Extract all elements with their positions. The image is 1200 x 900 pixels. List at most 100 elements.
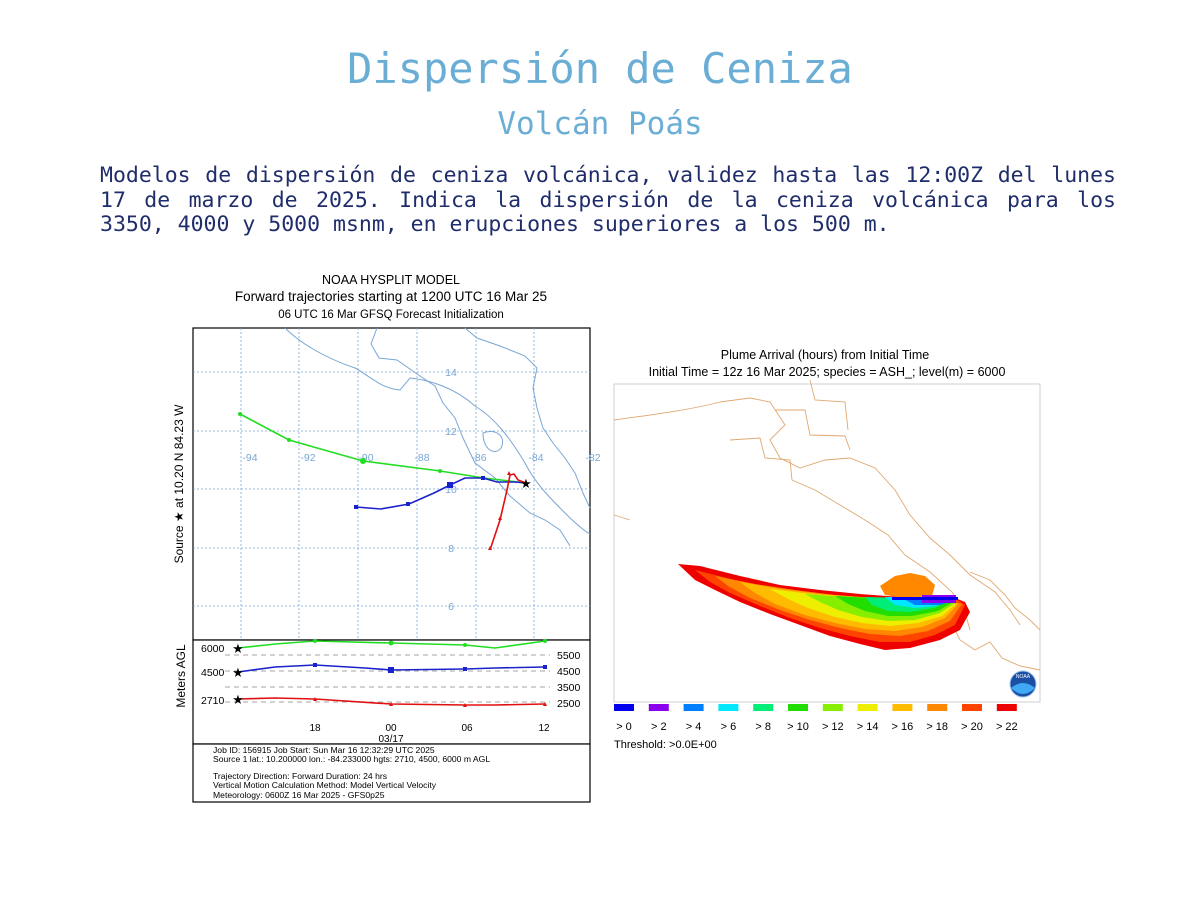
traj-title-line-1: NOAA HYSPLIT MODEL	[322, 273, 460, 287]
traj-height-gridlines	[225, 654, 550, 703]
legend-label: > 2	[651, 721, 667, 733]
footer-line: Source 1 lat.: 10.200000 lon.: -84.23300…	[213, 754, 490, 764]
legend-swatch	[683, 704, 704, 711]
source-star-icon: ★	[520, 476, 532, 491]
legend-label: > 20	[961, 721, 983, 733]
footer-line: Trajectory Direction: Forward Duration: …	[213, 771, 387, 781]
start-height-label: 4500	[201, 667, 225, 679]
height-red-markers	[313, 697, 547, 707]
trajectory-figure: NOAA HYSPLIT MODEL Forward trajectories …	[165, 268, 605, 808]
legend-label: > 8	[755, 721, 771, 733]
lon-tick: -88	[414, 452, 429, 464]
trajectory-svg: NOAA HYSPLIT MODEL Forward trajectories …	[172, 273, 601, 803]
legend-label: > 0	[616, 721, 632, 733]
start-height-label: 6000	[201, 643, 225, 655]
traj-source-label: Source ★ at 10.20 N 84.23 W	[172, 404, 186, 564]
source-star-icon: ★	[232, 692, 244, 707]
legend-swatch	[962, 704, 982, 711]
right-height-label: 4500	[557, 666, 581, 678]
legend-label: > 22	[996, 721, 1018, 733]
legend-swatch	[788, 704, 808, 711]
lon-tick: -86	[471, 452, 486, 464]
lon-tick: -92	[300, 452, 315, 464]
plume-title-line-2: Initial Time = 12z 16 Mar 2025; species …	[649, 365, 1006, 379]
source-star-icon: ★	[232, 665, 244, 680]
traj-map-grid	[193, 328, 590, 640]
traj-blue-path	[355, 477, 527, 510]
right-height-label: 5500	[557, 650, 581, 662]
right-height-label: 2500	[557, 698, 581, 710]
lat-tick: 12	[445, 426, 457, 438]
plume-threshold: Threshold: >0.0E+00	[614, 739, 717, 751]
traj-lake	[482, 431, 503, 452]
lon-tick: -94	[242, 452, 257, 464]
traj-green-markers	[238, 412, 442, 473]
legend-swatch	[648, 704, 669, 711]
plume-coastlines	[613, 379, 1041, 671]
noaa-logo-icon: NOAA	[1009, 670, 1037, 698]
legend-label: > 18	[926, 721, 948, 733]
traj-lat-ticks: 14 12 10 8 6	[445, 367, 457, 613]
lat-tick: 6	[448, 601, 454, 613]
traj-title-line-2: Forward trajectories starting at 1200 UT…	[235, 289, 547, 304]
legend-swatch	[753, 704, 774, 711]
traj-map-frame	[192, 327, 591, 641]
traj-lon-ticks: -94 -92 -90 -88 -86 -84 -82	[242, 452, 600, 464]
height-blue-markers	[313, 663, 547, 673]
legend-label: > 4	[686, 721, 702, 733]
legend-label: > 16	[892, 721, 914, 733]
plume-shape	[678, 564, 970, 650]
legend-label: > 12	[822, 721, 844, 733]
height-green-markers	[313, 639, 547, 647]
traj-coastline-2	[370, 327, 571, 547]
traj-time-ticks: 18 00 06 12 03/17	[309, 723, 550, 745]
lon-tick: -82	[585, 452, 600, 464]
legend-swatch	[927, 704, 948, 711]
page-title: Dispersión de Ceniza	[347, 44, 853, 93]
traj-height-frame	[192, 639, 591, 745]
plume-legend: > 0 > 2 > 4 > 6 > 8 > 10 > 12 > 14 > 16 > 18 > 20 >…	[614, 704, 1018, 733]
legend-label: > 6	[721, 721, 737, 733]
lon-tick: -84	[528, 452, 543, 464]
traj-title-line-3: 06 UTC 16 Mar GFSQ Forecast Initializati…	[278, 309, 504, 321]
plume-map-frame	[613, 383, 1041, 703]
footer-line: Vertical Motion Calculation Method: Mode…	[213, 780, 437, 790]
legend-swatch	[892, 704, 913, 711]
time-tick: 12	[538, 723, 550, 734]
page-description: Modelos de dispersión de ceniza volcánic…	[100, 163, 1116, 237]
plume-band-18b	[880, 573, 935, 598]
traj-red-markers	[488, 471, 511, 550]
legend-swatch	[614, 704, 634, 711]
traj-footer-frame	[192, 743, 591, 803]
plume-title-line-1: Plume Arrival (hours) from Initial Time	[721, 348, 929, 362]
traj-height-axis-label: Meters AGL	[174, 644, 188, 708]
time-tick: 18	[309, 723, 321, 734]
plume-svg: Plume Arrival (hours) from Initial Time …	[613, 348, 1041, 751]
traj-right-heights: 5500 4500 3500 2500	[557, 650, 581, 710]
traj-green-path	[239, 413, 527, 484]
traj-footer-text: Job ID: 156915 Job Start: Sun Mar 16 12:…	[213, 745, 490, 800]
traj-coastline-1	[284, 327, 591, 535]
lat-tick: 8	[448, 543, 454, 555]
noaa-logo-text: NOAA	[1016, 674, 1031, 680]
legend-label: > 10	[787, 721, 809, 733]
time-tick: 00	[385, 723, 397, 734]
legend-swatch	[822, 704, 843, 711]
right-height-label: 3500	[557, 682, 581, 694]
plume-band-0	[892, 597, 958, 600]
traj-start-heights: 6000 4500 2710	[201, 643, 225, 707]
legend-swatch	[857, 704, 878, 711]
legend-label: > 14	[857, 721, 879, 733]
height-source-stars: ★ ★ ★	[232, 641, 244, 707]
height-blue-path	[237, 664, 546, 673]
start-height-label: 2710	[201, 695, 225, 707]
date-label: 03/17	[378, 734, 403, 745]
traj-blue-markers	[354, 476, 485, 509]
lat-tick: 10	[445, 484, 457, 496]
lat-tick: 14	[445, 367, 457, 379]
page-subtitle: Volcán Poás	[497, 106, 703, 142]
legend-swatch	[718, 704, 739, 711]
time-tick: 06	[461, 723, 473, 734]
traj-coastline-3	[464, 327, 591, 509]
footer-line: Meteorology: 0600Z 16 Mar 2025 - GFS0p25	[213, 790, 385, 800]
